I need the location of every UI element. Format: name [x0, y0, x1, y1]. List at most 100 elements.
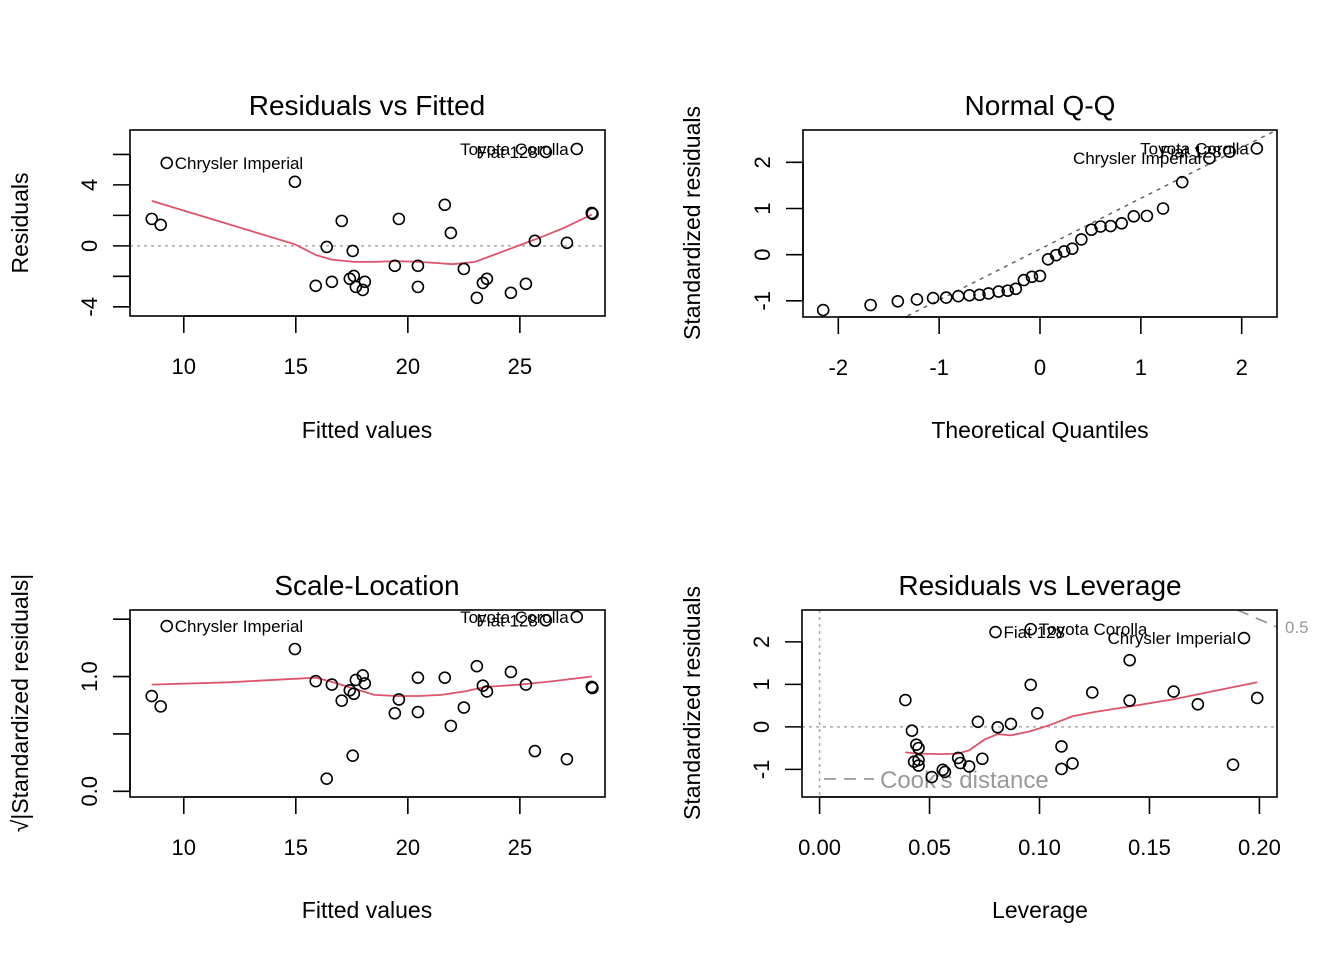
panel-scale-location: Scale-Location Fitted values √|Standardi… [7, 570, 606, 923]
point-label: Fiat 128 [476, 611, 537, 630]
x-tick-label: 0.05 [908, 835, 951, 860]
cooks-contour-label: 0.5 [1285, 618, 1309, 637]
data-point [145, 212, 159, 226]
data-point [1191, 698, 1205, 711]
data-point [528, 234, 542, 248]
x-tick-label: 15 [284, 354, 308, 379]
smoother-line [905, 681, 1258, 756]
qq-reference-line [903, 130, 1277, 317]
data-point [1001, 284, 1015, 297]
data-point [1223, 145, 1236, 159]
point-label: Toyota Corolla [460, 608, 569, 627]
data-point [309, 674, 323, 688]
data-point [356, 283, 370, 297]
x-tick-label: 10 [172, 354, 196, 379]
data-point [1237, 631, 1251, 645]
data-point [912, 753, 925, 767]
x-axis-label: Leverage [992, 897, 1088, 923]
data-point [325, 275, 339, 289]
data-point [1024, 678, 1038, 692]
data-point [586, 207, 599, 221]
x-tick-label: 25 [508, 835, 532, 860]
data-point [925, 770, 939, 784]
point-label: Chrysler Imperial [1108, 629, 1236, 648]
data-point [411, 671, 425, 684]
point-label: Fiat 128 [1160, 143, 1221, 162]
x-tick-label: 0.20 [1238, 835, 1281, 860]
x-tick-label: 0.15 [1128, 835, 1171, 860]
data-point [910, 293, 924, 306]
data-point [1140, 209, 1154, 223]
x-tick-label: 15 [284, 835, 308, 860]
data-point [309, 279, 323, 293]
point-label: Chrysler Imperial [1073, 149, 1201, 168]
data-point [1167, 685, 1180, 698]
data-point [528, 744, 542, 758]
data-point [926, 291, 940, 305]
data-point [1033, 269, 1047, 283]
data-point [963, 288, 976, 302]
data-point [411, 259, 425, 273]
y-tick-label: 0 [750, 249, 775, 261]
data-point [356, 669, 370, 682]
y-tick-label: 2 [750, 156, 775, 168]
y-tick-label: 0.0 [77, 776, 102, 807]
data-point [971, 715, 985, 729]
data-point [145, 689, 159, 703]
data-point [1123, 653, 1136, 667]
data-point [154, 218, 167, 232]
panel-normal-qq: Normal Q-Q Theoretical Quantiles Standar… [679, 90, 1278, 443]
data-point [1175, 175, 1189, 189]
data-point [560, 752, 574, 766]
y-tick-label: -4 [77, 297, 102, 317]
data-point [1031, 706, 1044, 720]
data-point [457, 262, 471, 276]
data-point [320, 772, 334, 785]
data-point [989, 625, 1002, 639]
data-point [1075, 233, 1088, 246]
data-point [160, 156, 174, 170]
data-point [480, 685, 494, 698]
data-point [939, 291, 953, 304]
y-tick-label: -1 [749, 760, 774, 780]
y-tick-label: 0 [749, 721, 774, 733]
data-point [411, 705, 425, 719]
data-point [539, 145, 553, 159]
data-point [1115, 216, 1128, 230]
data-point [570, 610, 584, 624]
y-axis-label: Standardized residuals [679, 586, 705, 820]
y-tick-label: 0 [77, 240, 102, 252]
data-point [438, 198, 452, 212]
data-point [1156, 202, 1170, 215]
data-point [346, 749, 360, 762]
data-point [480, 272, 494, 286]
point-label: Chrysler Imperial [175, 617, 303, 636]
chart-title: Residuals vs Leverage [898, 570, 1181, 601]
point-label: Toyota Corolla [1039, 620, 1148, 639]
data-point [1250, 691, 1264, 705]
data-point [1250, 142, 1264, 155]
data-point [891, 295, 905, 308]
data-point [288, 642, 302, 656]
x-axis-label: Theoretical Quantiles [931, 417, 1148, 443]
data-point [1123, 694, 1136, 707]
data-point [392, 212, 406, 226]
data-point [444, 226, 458, 240]
data-point [457, 701, 471, 714]
x-tick-label: 20 [396, 354, 420, 379]
panel-residuals-vs-fitted: Residuals vs Fitted Fitted values Residu… [7, 90, 606, 443]
data-point [154, 700, 167, 713]
data-point [1004, 717, 1018, 731]
data-point [288, 175, 302, 189]
data-point [936, 763, 950, 777]
chart-title: Residuals vs Fitted [249, 90, 486, 121]
data-point [504, 286, 518, 300]
y-axis-label: Standardized residuals [679, 106, 705, 340]
data-point [952, 289, 965, 303]
data-point [938, 765, 952, 779]
data-point [347, 687, 361, 701]
plot-frame [129, 609, 606, 798]
data-point [1203, 151, 1216, 165]
data-point [519, 277, 533, 291]
